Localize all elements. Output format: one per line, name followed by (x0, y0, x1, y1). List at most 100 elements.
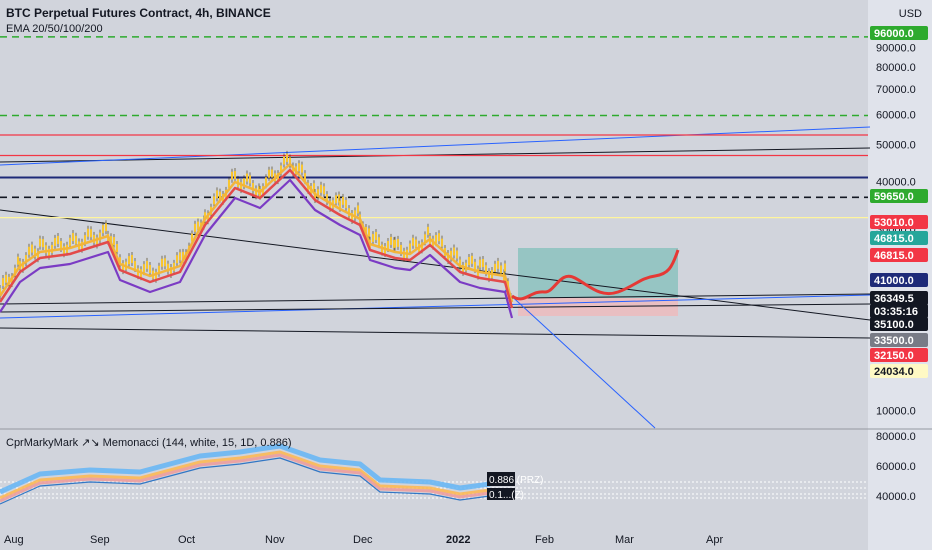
price-badge (870, 364, 928, 378)
candle-body (2, 277, 4, 286)
candle-body (90, 229, 92, 238)
candle-body (342, 196, 344, 205)
indicator-tick-label: 80000.0 (876, 431, 916, 443)
x-tick-label: Aug (4, 534, 24, 546)
candle-body (400, 244, 402, 253)
candle-body (161, 258, 163, 267)
candle-body (31, 244, 33, 253)
candle-body (268, 169, 270, 178)
candle-body (246, 173, 248, 182)
price-badge-label: 35100.0 (874, 319, 914, 331)
candle-body (216, 190, 218, 199)
candle-body (146, 260, 148, 269)
candle-body (99, 232, 101, 241)
candle-body (194, 223, 196, 232)
trend-line (0, 126, 871, 166)
candle-body (149, 264, 151, 273)
price-badge (870, 348, 928, 362)
y-tick-label: 50000.0 (876, 140, 916, 152)
candle-body (289, 157, 291, 166)
price-badge (870, 189, 928, 203)
candle-body (164, 258, 166, 267)
x-tick-label: Feb (535, 534, 554, 546)
candle-body (81, 241, 83, 250)
currency-unit: USD (898, 8, 922, 20)
price-badge (870, 273, 928, 287)
trend-line (504, 289, 656, 429)
indicator-tick-label: 40000.0 (876, 491, 916, 503)
candle-body (485, 265, 487, 274)
price-badge-label: 46815.0 (874, 233, 914, 245)
candle-body (131, 254, 133, 263)
price-badge-label: 24034.0 (874, 366, 914, 378)
candle-body (280, 165, 282, 174)
trend-line (0, 293, 871, 305)
chart-title: BTC Perpetual Futures Contract, 4h, BINA… (6, 6, 271, 20)
price-badge-label: 03:35:16 (874, 306, 918, 318)
projection-path (511, 249, 680, 301)
candle-body (438, 233, 440, 242)
candle-body (435, 235, 437, 244)
candle-body (415, 239, 417, 248)
candle-body (22, 261, 24, 270)
indicator-line (0, 457, 491, 505)
candle-body (488, 271, 490, 280)
candle-body (338, 194, 340, 203)
candle-body (93, 234, 95, 243)
y-tick-label: 60000.0 (876, 110, 916, 122)
candle-body (51, 244, 53, 253)
candle-body (329, 200, 331, 209)
price-badge-label: 41000.0 (874, 275, 914, 287)
candle-body (394, 239, 396, 248)
candle-body (375, 231, 377, 240)
candle-body (252, 182, 254, 191)
y-tick-label: 90000.0 (876, 43, 916, 55)
candle-body (34, 248, 36, 257)
candle-body (116, 244, 118, 253)
candle-body (357, 205, 359, 214)
candle-body (354, 210, 356, 219)
candle-body (182, 251, 184, 260)
indicator-badge (487, 472, 515, 486)
candle-body (87, 228, 89, 237)
trend-line (0, 294, 871, 319)
candle-body (409, 243, 411, 252)
candle-body (390, 236, 392, 245)
y-tick-label: 40000.0 (876, 177, 916, 189)
candle-body (468, 256, 470, 265)
x-tick-label: Dec (353, 534, 373, 546)
price-badge-label: 59650.0 (874, 191, 914, 203)
candle-body (57, 235, 59, 244)
candle-body (143, 264, 145, 273)
candle-body (134, 261, 136, 270)
candle-body (372, 234, 374, 243)
candle-body (277, 173, 279, 182)
candle-body (170, 266, 172, 275)
indicator-badge-label: 0.1...(Z) (489, 490, 524, 501)
candle-body (320, 184, 322, 193)
candle-body (474, 261, 476, 270)
ema100-line (0, 178, 514, 319)
candle-body (213, 196, 215, 205)
candle-body (155, 271, 157, 280)
candle-body (60, 241, 62, 250)
candle-body (249, 175, 251, 184)
candle-body (5, 274, 7, 283)
x-tick-label: Nov (265, 534, 285, 546)
candle-body (28, 246, 30, 255)
candle-body (179, 252, 181, 261)
candle-body (72, 233, 74, 242)
candle-body (167, 263, 169, 272)
candle-body (441, 238, 443, 247)
candle-body (403, 250, 405, 259)
indicator-tick-label: 60000.0 (876, 461, 916, 473)
candle-body (243, 178, 245, 187)
candle-body (479, 259, 481, 268)
candle-body (113, 237, 115, 246)
candle-body (314, 191, 316, 200)
candle-body (240, 182, 242, 191)
trend-line (0, 327, 871, 339)
candle-body (339, 200, 341, 209)
x-tick-label: Apr (706, 534, 723, 546)
